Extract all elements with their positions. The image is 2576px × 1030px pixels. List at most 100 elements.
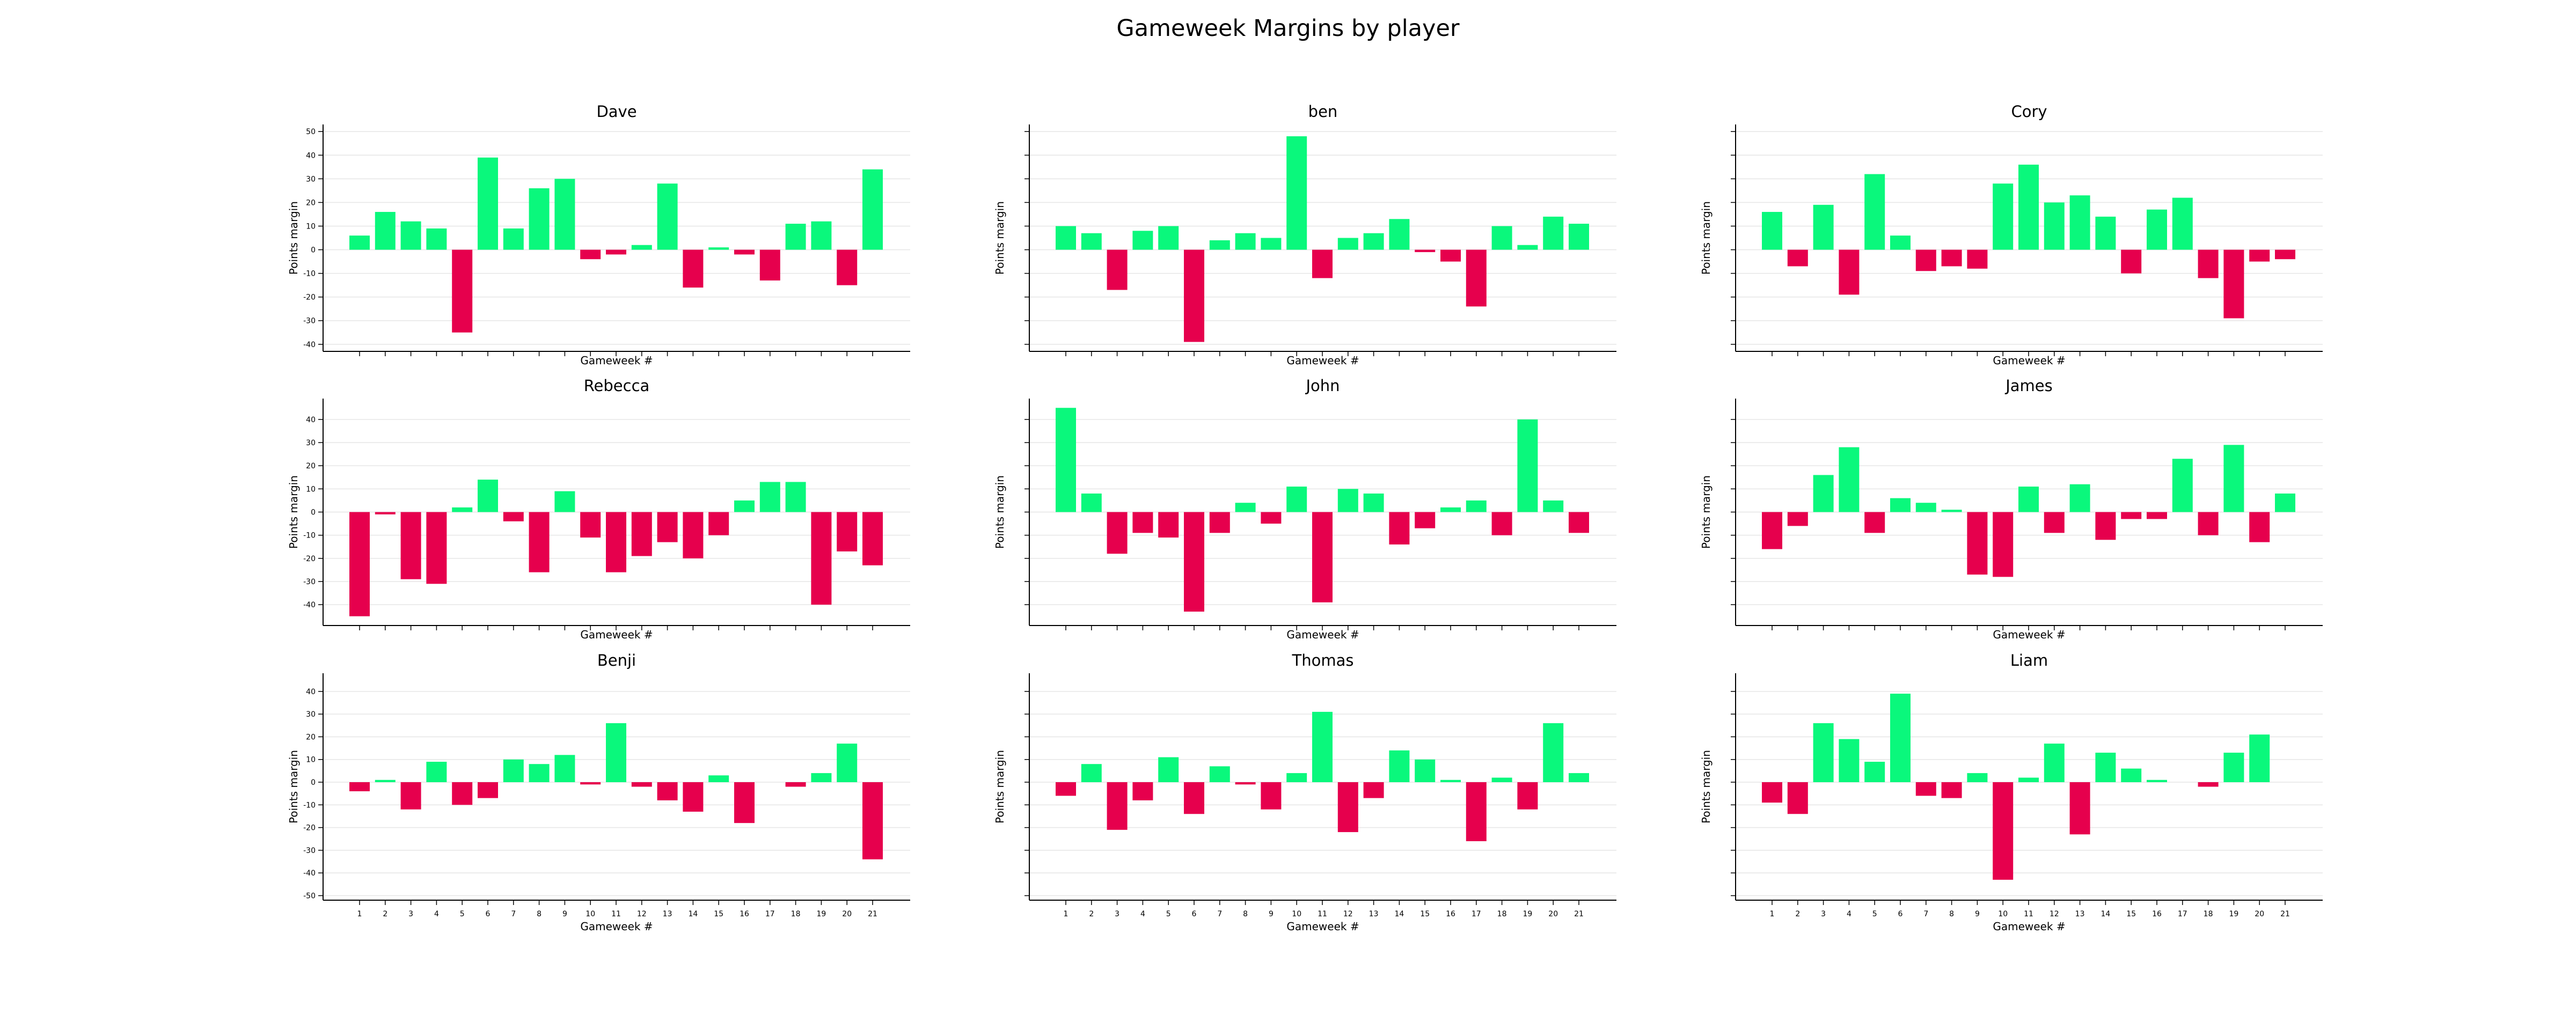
subplot-liam: 1 2 3 4 5 6 7 8 9 10 11 12 13 14 15 16 17 18 19 20 21LiamGam…	[1700, 651, 2323, 933]
bar-10	[580, 512, 601, 538]
bar-5	[452, 782, 473, 805]
y-tick-label: -20	[303, 555, 316, 563]
bar-9	[1261, 782, 1282, 810]
y-tick-label: 20	[306, 462, 316, 470]
bar-19	[2223, 753, 2244, 783]
bar-3	[400, 221, 421, 250]
bar-1	[1762, 512, 1782, 549]
bar-4	[426, 761, 447, 783]
y-tick-label: -40	[303, 869, 316, 878]
bar-5	[1864, 174, 1885, 250]
bar-21	[862, 512, 883, 565]
bar-13	[2069, 195, 2090, 250]
bar-10	[1993, 512, 2014, 577]
bar-17	[2172, 459, 2193, 512]
x-tick-label: 8	[537, 910, 541, 918]
bar-4	[1132, 512, 1153, 533]
bar-1	[349, 782, 370, 791]
bar-8	[1941, 782, 1962, 798]
y-tick-label: -40	[303, 341, 316, 349]
x-tick-label: 14	[688, 910, 698, 918]
bar-11	[1312, 249, 1333, 278]
subplot-title: Cory	[2011, 102, 2047, 121]
y-tick-label: 30	[306, 710, 316, 719]
bar-13	[2069, 782, 2090, 835]
bar-2	[1787, 249, 1808, 267]
bar-21	[1569, 224, 1589, 250]
bar-15	[708, 775, 729, 783]
y-tick-label: -10	[303, 270, 316, 278]
bar-16	[1440, 249, 1461, 262]
bar-18	[785, 224, 806, 250]
x-tick-label: 13	[2075, 910, 2085, 918]
bar-3	[400, 512, 421, 579]
y-axis-label: Points margin	[993, 201, 1006, 275]
x-tick-label: 19	[2229, 910, 2238, 918]
x-tick-label: 15	[714, 910, 723, 918]
bar-16	[1440, 507, 1461, 512]
bar-3	[1813, 475, 1834, 512]
x-tick-label: 9	[562, 910, 567, 918]
y-tick-label: 30	[306, 175, 316, 183]
bar-13	[1363, 782, 1384, 798]
subplot-cory: Cory Gameweek # Points margin	[1700, 102, 2323, 367]
bar-14	[2095, 753, 2116, 783]
x-tick-label: 5	[1166, 910, 1171, 918]
x-axis-label: Gameweek #	[1286, 920, 1359, 933]
bar-9	[554, 755, 575, 783]
x-tick-label: 16	[2152, 910, 2162, 918]
bar-11	[2018, 487, 2039, 512]
bar-12	[2044, 744, 2065, 783]
bar-4	[426, 512, 447, 584]
bar-1	[1056, 226, 1076, 250]
subplot-title: John	[1305, 377, 1340, 395]
bar-15	[708, 247, 729, 250]
bar-12	[631, 782, 652, 787]
y-tick-label: 0	[311, 246, 316, 255]
bar-2	[1787, 782, 1808, 814]
bar-20	[837, 744, 858, 783]
x-tick-label: 4	[1847, 910, 1851, 918]
bar-12	[631, 245, 652, 250]
bar-17	[1466, 249, 1487, 307]
bar-1	[349, 236, 370, 250]
bar-17	[1466, 500, 1487, 512]
bar-15	[2121, 512, 2142, 519]
x-tick-label: 6	[1192, 910, 1197, 918]
bar-2	[1081, 493, 1102, 512]
x-tick-label: 20	[1548, 910, 1558, 918]
bar-1	[1762, 782, 1782, 803]
bar-15	[1415, 759, 1436, 783]
y-tick-label: 40	[306, 688, 316, 696]
bar-8	[529, 764, 550, 783]
y-tick-label: -50	[303, 892, 316, 901]
bar-19	[1517, 245, 1538, 250]
bar-7	[1209, 766, 1230, 783]
x-tick-label: 9	[1975, 910, 1980, 918]
x-tick-label: 10	[1292, 910, 1301, 918]
bar-18	[2198, 249, 2219, 278]
bar-16	[2147, 209, 2167, 250]
x-tick-label: 4	[434, 910, 439, 918]
bar-12	[631, 512, 652, 556]
bar-5	[452, 507, 473, 512]
bar-16	[734, 249, 755, 255]
bar-19	[811, 221, 832, 250]
subplot-title: Dave	[596, 102, 636, 121]
x-tick-label: 18	[2204, 910, 2213, 918]
x-tick-label: 12	[1343, 910, 1353, 918]
subplot-title: ben	[1308, 102, 1338, 121]
bar-13	[657, 782, 678, 800]
bar-13	[657, 183, 678, 250]
subplot-thomas: 1 2 3 4 5 6 7 8 9 10 11 12 13 14 15 16 17 18 19 20 21ThomasG…	[993, 651, 1616, 933]
y-tick-label: -20	[303, 293, 316, 302]
bar-19	[2223, 249, 2244, 319]
x-tick-label: 15	[1420, 910, 1430, 918]
x-tick-label: 4	[1140, 910, 1145, 918]
subplot-john: John Gameweek # Points margin	[993, 377, 1616, 641]
y-tick-label: 50	[306, 128, 316, 136]
x-tick-label: 8	[1949, 910, 1954, 918]
bar-16	[2147, 512, 2167, 519]
bar-9	[1967, 773, 1988, 783]
